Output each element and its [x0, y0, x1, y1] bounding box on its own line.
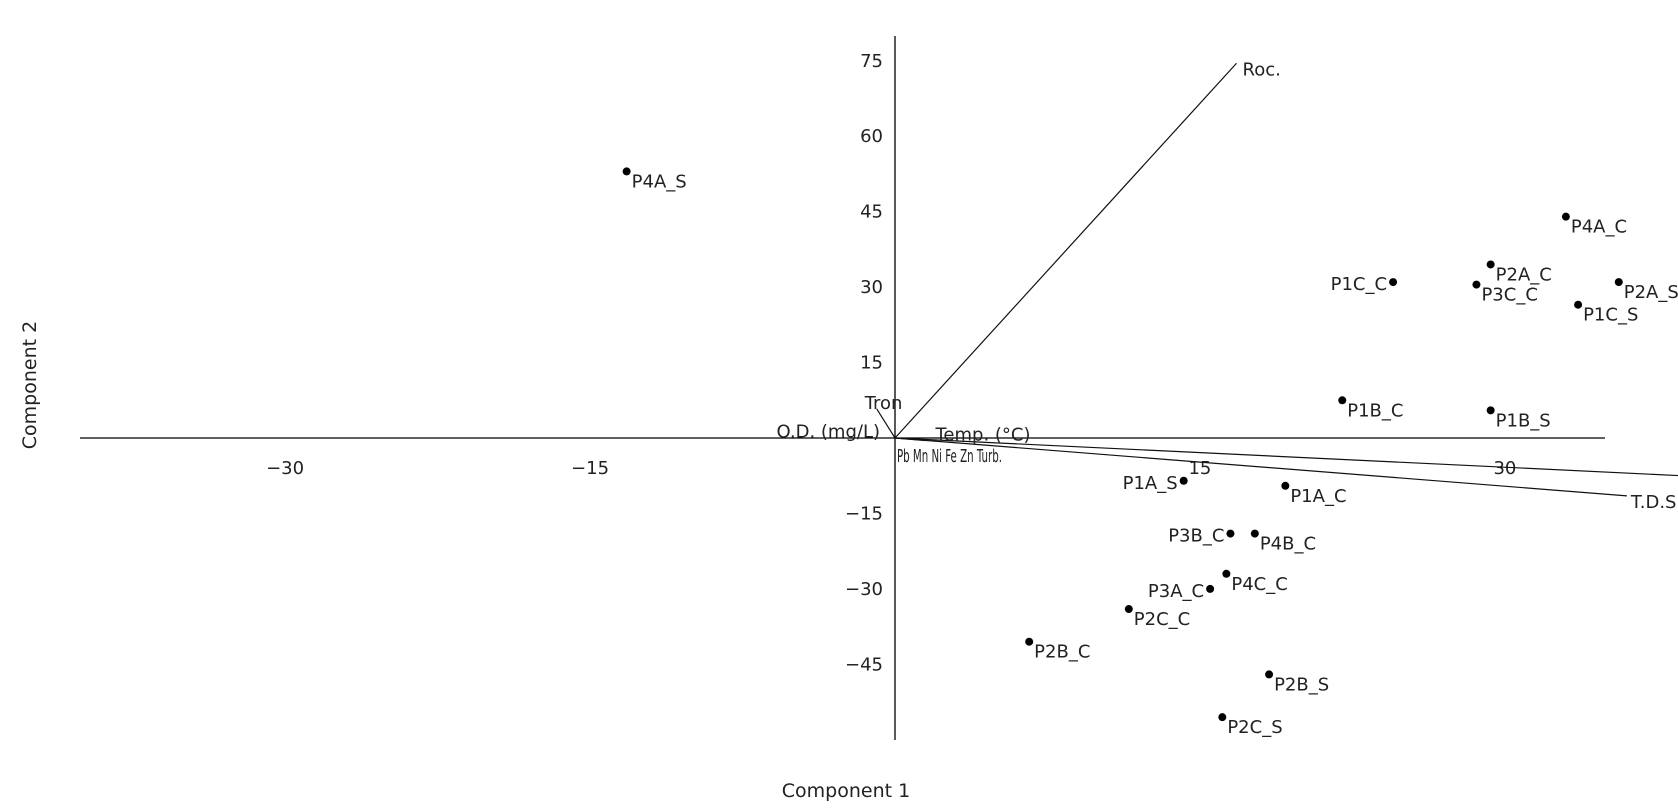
- x-tick-label: −15: [571, 458, 609, 479]
- axes: [80, 36, 1605, 740]
- vector-cluster-label: Pb Mn Ni Fe Zn Turb.: [897, 446, 1002, 467]
- loading-vector: [894, 437, 1678, 477]
- score-point: [1561, 212, 1570, 221]
- score-point: [1206, 584, 1215, 593]
- point-label: P2B_S: [1274, 674, 1329, 695]
- score-point: [1486, 406, 1495, 415]
- score-point: [1281, 481, 1290, 490]
- loading-vector: [894, 437, 1627, 497]
- x-axis-title: Component 1: [782, 780, 910, 802]
- score-point: [1226, 529, 1235, 538]
- point-label: P1A_C: [1290, 486, 1346, 507]
- y-tick-label: −15: [845, 503, 883, 524]
- point-label: P1A_S: [1123, 473, 1178, 494]
- score-point: [1179, 476, 1188, 485]
- score-point: [1574, 300, 1583, 309]
- x-tick-label: 15: [1188, 458, 1211, 479]
- score-point: [1389, 278, 1398, 287]
- vector-label: O.D. (mg/L): [776, 421, 880, 442]
- vector-label: T.D.S. (ppm): [1630, 492, 1678, 513]
- x-tick-label: −30: [266, 458, 304, 479]
- score-point: [1338, 396, 1347, 405]
- y-tick-label: −45: [845, 654, 883, 675]
- point-label: P4B_C: [1260, 534, 1316, 555]
- vector-label: Tron: [864, 393, 903, 414]
- loading-vectors: Roc.Cond. (μs)T.D.S. (ppm)Temp. (°C)O.D.…: [776, 59, 1678, 513]
- loading-vector: [894, 437, 926, 442]
- score-point: [1486, 260, 1495, 269]
- y-tick-labels: −45 −30 −15 15 30 45 60 75: [845, 51, 883, 676]
- point-label: P4A_C: [1571, 217, 1627, 238]
- point-label: P2A_S: [1624, 282, 1678, 303]
- vector-label: Temp. (°C): [934, 425, 1030, 446]
- vector-label: Roc.: [1243, 59, 1281, 80]
- y-tick-label: 30: [860, 277, 883, 298]
- score-point: [1222, 569, 1231, 578]
- y-tick-label: 75: [860, 51, 883, 72]
- point-label: P1B_C: [1347, 400, 1403, 421]
- y-axis-title: Component 2: [19, 321, 41, 449]
- point-label: P2C_C: [1134, 609, 1190, 630]
- score-point: [1250, 529, 1259, 538]
- y-tick-label: −30: [845, 579, 883, 600]
- point-label: P3A_C: [1148, 581, 1204, 602]
- point-label: P3C_C: [1481, 285, 1537, 306]
- score-point: [1472, 280, 1481, 289]
- loading-vector: [876, 408, 896, 439]
- point-label: P2C_S: [1227, 717, 1282, 738]
- y-tick-label: 45: [860, 202, 883, 223]
- point-label: P1C_C: [1331, 274, 1387, 295]
- point-label: P2B_C: [1034, 642, 1090, 663]
- score-point: [1614, 278, 1623, 287]
- score-point: [1025, 637, 1034, 646]
- point-label: P1C_S: [1583, 305, 1638, 326]
- y-tick-label: 15: [860, 353, 883, 374]
- y-tick-label: 60: [860, 126, 883, 147]
- score-point: [1265, 670, 1274, 679]
- point-label: P4A_S: [632, 171, 687, 192]
- score-point: [1124, 605, 1133, 614]
- point-label: P4C_C: [1231, 574, 1287, 595]
- score-points: P3C_SP4A_SP3B_SRP4B_SP4C_SP3A_SP4A_CP2A_…: [622, 167, 1678, 738]
- loading-vector: [894, 62, 1237, 439]
- score-point: [622, 167, 631, 176]
- point-label: P2A_C: [1496, 264, 1552, 285]
- score-point: [1218, 713, 1227, 722]
- point-label: P3B_C: [1168, 526, 1224, 547]
- x-tick-label: 30: [1493, 458, 1516, 479]
- point-label: P1B_S: [1496, 410, 1551, 431]
